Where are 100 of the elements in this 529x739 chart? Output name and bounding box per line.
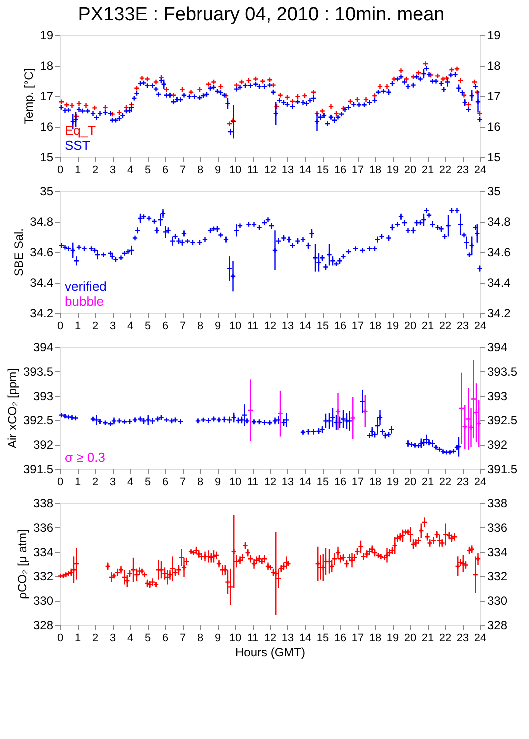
y-tick-label: 330 — [33, 594, 54, 608]
x-tick-label: 3 — [110, 476, 116, 488]
x-tick-label: 11 — [247, 632, 259, 644]
y2-tick-label: 34.4 — [488, 276, 512, 290]
y2-tick-label: 393 — [488, 389, 508, 404]
x-tick-label: 9 — [214, 164, 222, 176]
y-tick-label: 334 — [33, 545, 54, 560]
legend-label: bubble — [65, 294, 104, 309]
x-tick-label: 11 — [247, 320, 259, 332]
y2-tick-label: 392.5 — [488, 414, 518, 428]
x-tick-label: 12 — [264, 320, 277, 332]
x-tick-label: 7 — [180, 632, 186, 644]
x-tick-label: 3 — [110, 320, 116, 332]
x-tick-label: 15 — [316, 476, 330, 488]
y2-tick-label: 19 — [488, 28, 502, 42]
y-tick-label: 338 — [33, 496, 54, 510]
x-tick-label: 16 — [334, 476, 347, 488]
y2-tick-label: 330 — [488, 594, 508, 608]
x-tick-label: 19 — [386, 632, 400, 644]
y-tick-label: 17 — [40, 90, 54, 104]
x-tick-label: 6 — [162, 320, 169, 332]
x-tick-label: 18 — [369, 320, 382, 332]
x-tick-label: 0 — [57, 320, 64, 332]
x-tick-label: 22 — [439, 320, 452, 332]
x-tick-label: 8 — [197, 476, 204, 488]
x-tick-label: 13 — [282, 632, 294, 644]
x-tick-label: 14 — [299, 632, 312, 644]
x-tick-label: 11 — [247, 476, 259, 488]
y2-tick-label: 34.8 — [488, 215, 512, 229]
x-tick-label: 14 — [299, 164, 312, 176]
y-tick-label: 394 — [33, 340, 54, 354]
x-tick-label: 13 — [282, 320, 294, 332]
x-tick-label: 10 — [229, 476, 242, 488]
y2-tick-label: 18 — [488, 59, 502, 73]
x-tick-label: 6 — [162, 632, 169, 644]
x-tick-label: 22 — [439, 476, 452, 488]
x-tick-label: 24 — [474, 320, 487, 332]
x-tick-label: 1 — [74, 164, 82, 176]
y-tick-label: 392.5 — [23, 414, 54, 428]
x-tick-label: 8 — [197, 632, 204, 644]
y-tick-label: 391.5 — [23, 462, 54, 476]
y-tick-label: 34.2 — [30, 306, 54, 320]
y2-tick-label: 391.5 — [488, 462, 518, 476]
x-tick-label: 23 — [456, 320, 470, 332]
x-tick-label: 20 — [404, 164, 417, 176]
x-tick-label: 1 — [74, 476, 82, 488]
series-label: Eq_T — [65, 123, 96, 138]
y-tick-label: 332 — [33, 570, 54, 584]
x-tick-label: 17 — [352, 632, 364, 644]
x-tick-label: 15 — [316, 164, 330, 176]
x-tick-label: 17 — [352, 320, 364, 332]
x-tick-label: 23 — [456, 476, 470, 488]
x-tick-label: 5 — [144, 632, 152, 644]
x-tick-label: 9 — [214, 632, 222, 644]
x-tick-label: 18 — [369, 476, 382, 488]
y-tick-label: 336 — [33, 520, 54, 535]
x-tick-label: 8 — [197, 164, 204, 176]
x-tick-label: 3 — [110, 632, 116, 644]
x-tick-label: 22 — [439, 632, 452, 644]
y-tick-label: 35 — [40, 184, 54, 198]
x-tick-label: 23 — [456, 632, 470, 644]
x-tick-label: 24 — [474, 164, 487, 176]
x-tick-label: 12 — [264, 632, 277, 644]
y-axis-title: Temp. [°C] — [22, 68, 36, 125]
y-tick-label: 392 — [33, 438, 54, 452]
x-tick-label: 15 — [316, 320, 330, 332]
x-tick-label: 18 — [369, 632, 382, 644]
y-tick-label: 19 — [40, 28, 54, 42]
x-tick-label: 18 — [369, 164, 382, 176]
x-tick-label: 19 — [386, 164, 400, 176]
y-axis-title: ρCO₂ [μ atm] — [15, 530, 30, 600]
x-tick-label: 4 — [127, 164, 134, 176]
x-tick-label: 10 — [229, 632, 242, 644]
y2-tick-label: 394 — [488, 340, 508, 354]
x-tick-label: 21 — [422, 476, 434, 488]
x-tick-label: 6 — [162, 164, 169, 176]
x-tick-label: 7 — [180, 320, 186, 332]
x-tick-label: 20 — [404, 320, 417, 332]
x-tick-label: 0 — [57, 632, 64, 644]
x-tick-label: 2 — [92, 320, 99, 332]
x-tick-label: 4 — [127, 476, 134, 488]
y2-tick-label: 15 — [488, 150, 502, 164]
y-axis-title: Air xCO₂ [ppm] — [5, 368, 20, 449]
y2-tick-label: 34.2 — [488, 306, 512, 320]
y-tick-label: 18 — [40, 59, 54, 73]
y2-tick-label: 338 — [488, 496, 508, 510]
y2-tick-label: 334 — [488, 545, 508, 560]
x-tick-label: 6 — [162, 476, 169, 488]
x-tick-label: 10 — [229, 164, 242, 176]
x-tick-label: 14 — [299, 320, 312, 332]
x-tick-label: 5 — [144, 164, 152, 176]
y2-tick-label: 392 — [488, 438, 508, 452]
x-tick-label: 16 — [334, 164, 347, 176]
x-tick-label: 19 — [386, 320, 400, 332]
y-tick-label: 16 — [40, 120, 54, 134]
y-tick-label: 34.4 — [30, 276, 54, 290]
x-tick-label: 16 — [334, 632, 347, 644]
y-tick-label: 15 — [40, 150, 54, 164]
y2-tick-label: 34.6 — [488, 246, 512, 260]
x-tick-label: 4 — [127, 320, 134, 332]
